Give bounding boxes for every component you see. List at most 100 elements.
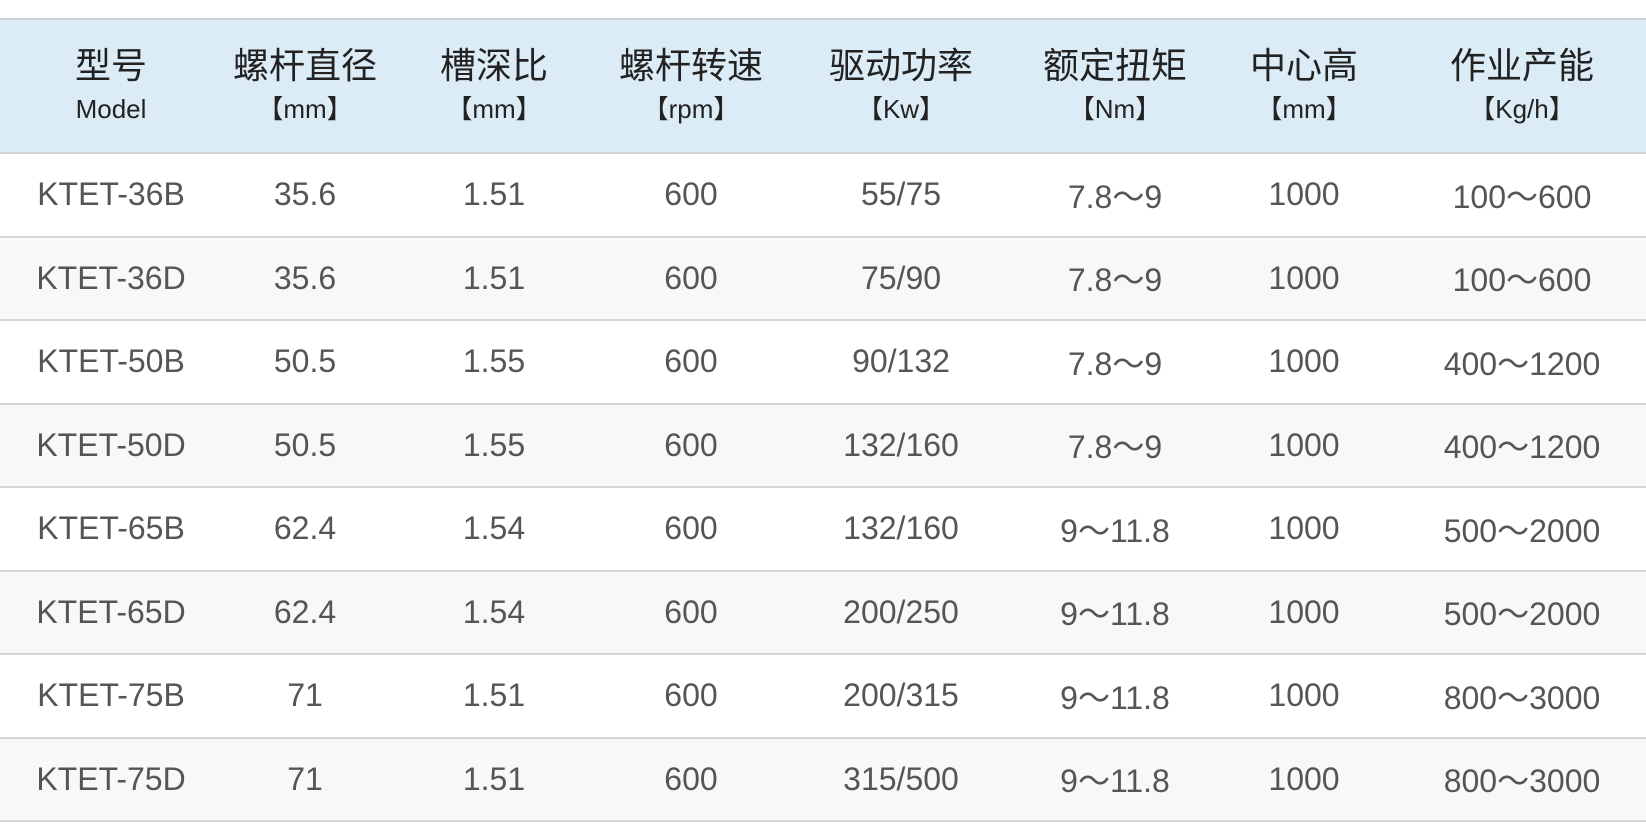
table-cell: 600 [664, 343, 718, 380]
table-cell: 1.51 [462, 760, 526, 797]
table-cell: 132/160 [843, 510, 959, 547]
column-header-title: 驱动功率 [828, 45, 973, 86]
column-header-unit: 【Kg/h】 [1469, 94, 1575, 124]
table-cell: KTET-50B [37, 343, 185, 380]
table-cell: 400～1200 [1443, 429, 1601, 466]
table-cell: 600 [664, 426, 718, 463]
table-cell: KTET-75B [37, 677, 185, 714]
table-cell: 1.54 [462, 510, 526, 547]
table-cell: 7.8～9 [1067, 178, 1163, 215]
table-cell: KTET-65B [37, 510, 185, 547]
column-header-title: 作业产能 [1449, 45, 1594, 86]
table-cell: 50.5 [273, 426, 337, 463]
column-header-unit: 【Nm】 [1068, 94, 1162, 124]
table-cell: 7.8～9 [1067, 345, 1163, 382]
table-cell: 9～11.8 [1060, 512, 1170, 549]
column-header-title: 中心高 [1249, 45, 1358, 86]
table-cell: 1000 [1268, 760, 1340, 797]
table-cell: KTET-65D [36, 593, 186, 630]
column-header: 作业产能【Kg/h】 [1398, 19, 1646, 153]
table-cell: 1.55 [462, 426, 526, 463]
column-header: 槽深比【mm】 [388, 19, 600, 153]
table-cell: 62.4 [273, 593, 337, 630]
table-body: KTET-36B 35.6 1.51 600 55/75 7.8～9 1000 100～600… [0, 153, 1646, 821]
table-cell: 1000 [1268, 510, 1340, 547]
table-cell: 50.5 [273, 343, 337, 380]
table-row: KTET-65B 62.4 1.54 600 132/160 9～11.8 1000 500～… [0, 487, 1646, 571]
column-header: 螺杆转速【rpm】 [600, 19, 782, 153]
table-cell: 500～2000 [1443, 512, 1601, 549]
column-header-unit: Model [75, 94, 147, 124]
table-cell: 75/90 [860, 259, 942, 296]
table-cell: 1000 [1268, 259, 1340, 296]
column-header-title: 额定扭矩 [1042, 45, 1187, 86]
table-cell: 62.4 [273, 510, 337, 547]
table-cell: 400～1200 [1443, 345, 1601, 382]
table-cell: 800～3000 [1443, 763, 1601, 800]
table-cell: 9～11.8 [1060, 596, 1170, 633]
column-header-unit: 【rpm】 [642, 94, 740, 124]
column-header: 型号 Model [0, 19, 222, 153]
table-cell: 1000 [1268, 426, 1340, 463]
table-cell: KTET-75D [36, 760, 186, 797]
table-cell: 100～600 [1452, 178, 1592, 215]
table-cell: 1000 [1268, 593, 1340, 630]
table-cell: 7.8～9 [1067, 429, 1163, 466]
column-header-unit: 【mm】 [1256, 94, 1352, 124]
table-cell: 200/315 [843, 677, 959, 714]
table-cell: 500～2000 [1443, 596, 1601, 633]
table-cell: 71 [287, 760, 323, 797]
table-row: KTET-36D 35.6 1.51 600 75/90 7.8～9 1000 100～600 [0, 236, 1646, 320]
table-row: KTET-75B 71 1.51 600 200/315 9～11.8 1000 800～30… [0, 654, 1646, 738]
table-cell: 600 [664, 760, 718, 797]
column-header: 中心高【mm】 [1210, 19, 1398, 153]
table-cell: KTET-36D [36, 259, 186, 296]
table-cell: 90/132 [852, 343, 950, 380]
table-cell: 71 [287, 677, 323, 714]
column-header: 螺杆直径【mm】 [222, 19, 388, 153]
table-header: 型号 Model 螺杆直径 【mm】 槽深比 【mm】 螺杆转速 【rpm】 驱动功率 【Kw】额… [0, 19, 1646, 153]
table-cell: 35.6 [273, 259, 337, 296]
table-cell: KTET-50D [36, 426, 186, 463]
table-cell: 7.8～9 [1067, 262, 1163, 299]
header-row: 型号 Model 螺杆直径 【mm】 槽深比 【mm】 螺杆转速 【rpm】 驱动功率 【Kw】额… [0, 19, 1646, 153]
spec-table: 型号 Model 螺杆直径 【mm】 槽深比 【mm】 螺杆转速 【rpm】 驱动功率 【Kw】额… [0, 18, 1646, 822]
table-cell: 132/160 [843, 426, 959, 463]
table-cell: 55/75 [860, 176, 942, 213]
table-cell: 600 [664, 510, 718, 547]
column-header-unit: 【mm】 [257, 94, 353, 124]
column-header: 驱动功率【Kw】 [782, 19, 1020, 153]
table-cell: 1.54 [462, 593, 526, 630]
table-cell: KTET-36B [37, 176, 185, 213]
column-header-title: 螺杆转速 [618, 45, 763, 86]
table-cell: 9～11.8 [1060, 763, 1170, 800]
table-row: KTET-50B 50.5 1.55 600 90/132 7.8～9 1000 400～12… [0, 320, 1646, 404]
column-header-unit: 【Kw】 [856, 94, 946, 124]
table-cell: 1.55 [462, 343, 526, 380]
column-header-unit: 【mm】 [446, 94, 542, 124]
table-cell: 600 [664, 176, 718, 213]
table-cell: 1000 [1268, 343, 1340, 380]
column-header-title: 槽深比 [439, 45, 548, 86]
table-cell: 600 [664, 593, 718, 630]
table-row: KTET-65D 62.4 1.54 600 200/250 9～11.8 1000 500～… [0, 570, 1646, 654]
table-cell: 600 [664, 259, 718, 296]
table-cell: 200/250 [843, 593, 959, 630]
table-cell: 1.51 [462, 259, 526, 296]
table-cell: 35.6 [273, 176, 337, 213]
table-cell: 800～3000 [1443, 679, 1601, 716]
table-cell: 1000 [1268, 176, 1340, 213]
table-cell: 1000 [1268, 677, 1340, 714]
table-cell: 600 [664, 677, 718, 714]
table-cell: 315/500 [843, 760, 959, 797]
table-row: KTET-50D 50.5 1.55 600 132/160 7.8～9 1000 400～1… [0, 403, 1646, 487]
table-row: KTET-75D 71 1.51 600 315/500 9～11.8 1000 800～30… [0, 737, 1646, 821]
table-row: KTET-36B 35.6 1.51 600 55/75 7.8～9 1000 100～600 [0, 153, 1646, 237]
column-header-title: 螺杆直径 [232, 45, 377, 86]
table-cell: 1.51 [462, 677, 526, 714]
table-cell: 1.51 [462, 176, 526, 213]
column-header: 额定扭矩【Nm】 [1020, 19, 1210, 153]
column-header-title: 型号 [74, 45, 147, 86]
table-cell: 100～600 [1452, 262, 1592, 299]
table-cell: 9～11.8 [1060, 679, 1170, 716]
